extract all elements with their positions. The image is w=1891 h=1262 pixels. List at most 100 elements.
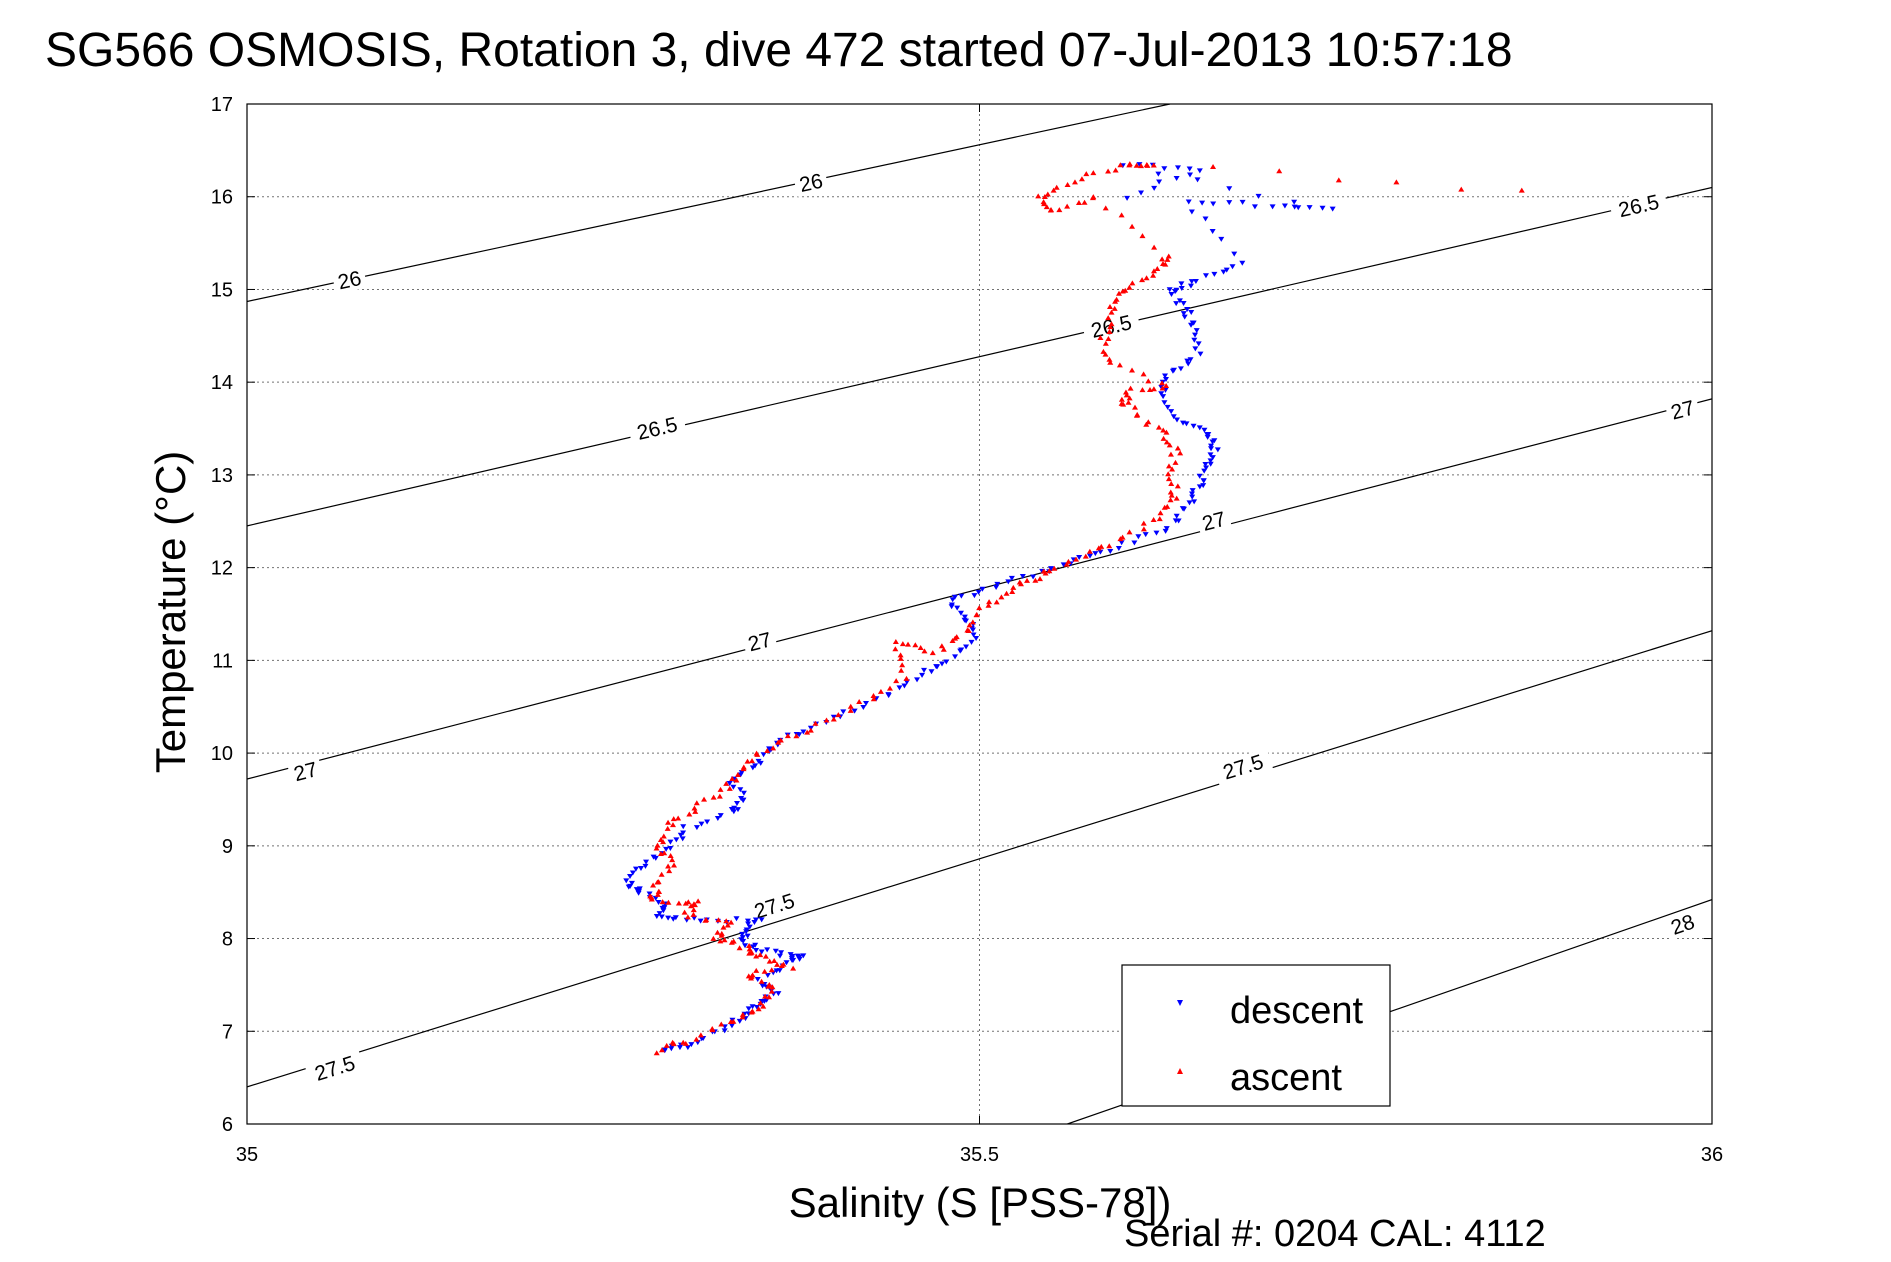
ascent-point (663, 1042, 670, 1048)
ascent-point (1518, 187, 1525, 193)
ascent-point (969, 619, 976, 625)
descent-point (1173, 513, 1180, 519)
ascent-point (716, 793, 723, 799)
descent-point (778, 950, 785, 956)
legend-marker-descent (1177, 1000, 1183, 1006)
descent-point (1048, 566, 1055, 572)
descent-point (1118, 540, 1125, 546)
ascent-point (1140, 526, 1147, 532)
ascent-point (1113, 296, 1120, 302)
ascent-point (1163, 383, 1170, 389)
ascent-point (897, 652, 904, 658)
ascent-point (1040, 568, 1047, 574)
ascent-point (682, 900, 689, 906)
ascent-point (1106, 303, 1113, 309)
descent-point (1185, 361, 1192, 367)
descent-point (1196, 425, 1203, 431)
ascent-point (1166, 442, 1173, 448)
ascent-point (940, 646, 947, 652)
descent-point (734, 807, 741, 813)
descent-point (764, 947, 771, 953)
descent-point (1208, 443, 1215, 449)
descent-point (1174, 417, 1181, 423)
ascent-point (665, 899, 672, 905)
descent-point (1142, 532, 1149, 538)
descent-point (789, 958, 796, 964)
descent-point (643, 859, 650, 865)
descent-point (1138, 190, 1145, 196)
ascent-point (938, 643, 945, 649)
descent-point (1239, 199, 1246, 205)
ascent-point (675, 815, 682, 821)
ascent-point (766, 958, 773, 964)
ascent-point (1051, 565, 1058, 571)
ascent-point (1458, 186, 1465, 192)
ascent-point (804, 729, 811, 735)
ascent-point (729, 776, 736, 782)
ascent-point (660, 833, 667, 839)
ascent-point (739, 1011, 746, 1017)
descent-point (628, 880, 635, 886)
ascent-point (749, 972, 756, 978)
svg-text:27: 27 (746, 628, 774, 656)
descent-point (776, 968, 783, 974)
ascent-point (1064, 181, 1071, 187)
descent-point (1173, 176, 1180, 182)
descent-point (1107, 548, 1114, 554)
descent-point (1196, 484, 1203, 490)
ascent-point (749, 758, 756, 764)
legend-marker-ascent (1177, 1068, 1183, 1074)
ascent-point (665, 819, 672, 825)
descent-point (637, 865, 644, 871)
ascent-point (1112, 167, 1119, 173)
descent-point (737, 787, 744, 793)
ascent-point (1132, 404, 1139, 410)
ascent-point (1165, 471, 1172, 477)
ascent-point (1177, 450, 1184, 456)
ascent-point (746, 943, 753, 949)
descent-point (1076, 554, 1083, 560)
descent-point (652, 895, 659, 901)
svg-text:26: 26 (797, 170, 825, 197)
ascent-point (1081, 199, 1088, 205)
descent-point (1183, 421, 1190, 427)
descent-point (632, 866, 639, 872)
y-tick-label: 14 (211, 372, 233, 394)
ascent-point (912, 642, 919, 648)
descent-point (1226, 200, 1233, 206)
descent-point (901, 683, 908, 689)
y-tick-label: 11 (212, 650, 233, 672)
ascent-point (1097, 335, 1104, 341)
descent-point (1136, 162, 1143, 168)
descent-point (1202, 462, 1209, 468)
descent-point (928, 669, 935, 675)
ascent-point (1102, 351, 1109, 357)
ascent-point (664, 825, 671, 831)
ascent-point (720, 924, 727, 930)
ascent-point (760, 1003, 767, 1009)
descent-point (1161, 400, 1168, 406)
ascent-point (847, 707, 854, 713)
ascent-point (709, 1026, 716, 1032)
descent-point (739, 931, 746, 937)
ascent-point (1032, 577, 1039, 583)
ascent-point (1116, 362, 1123, 368)
descent-point (1201, 427, 1208, 433)
ascent-point (1078, 176, 1085, 182)
ascent-point (701, 796, 708, 802)
ascent-point (897, 655, 904, 661)
ascent-point (1073, 556, 1080, 562)
ascent-point (1086, 548, 1093, 554)
ascent-point (847, 703, 854, 709)
descent-point (1180, 506, 1187, 512)
descent-point (1190, 320, 1197, 326)
ascent-point (835, 712, 842, 718)
ascent-point (1165, 476, 1172, 482)
ascent-point (1167, 489, 1174, 495)
ascent-point (717, 938, 724, 944)
descent-point (667, 839, 674, 845)
descent-point (1087, 553, 1094, 559)
descent-point (1162, 528, 1169, 534)
ascent-point (899, 662, 906, 668)
ascent-point (1159, 385, 1166, 391)
